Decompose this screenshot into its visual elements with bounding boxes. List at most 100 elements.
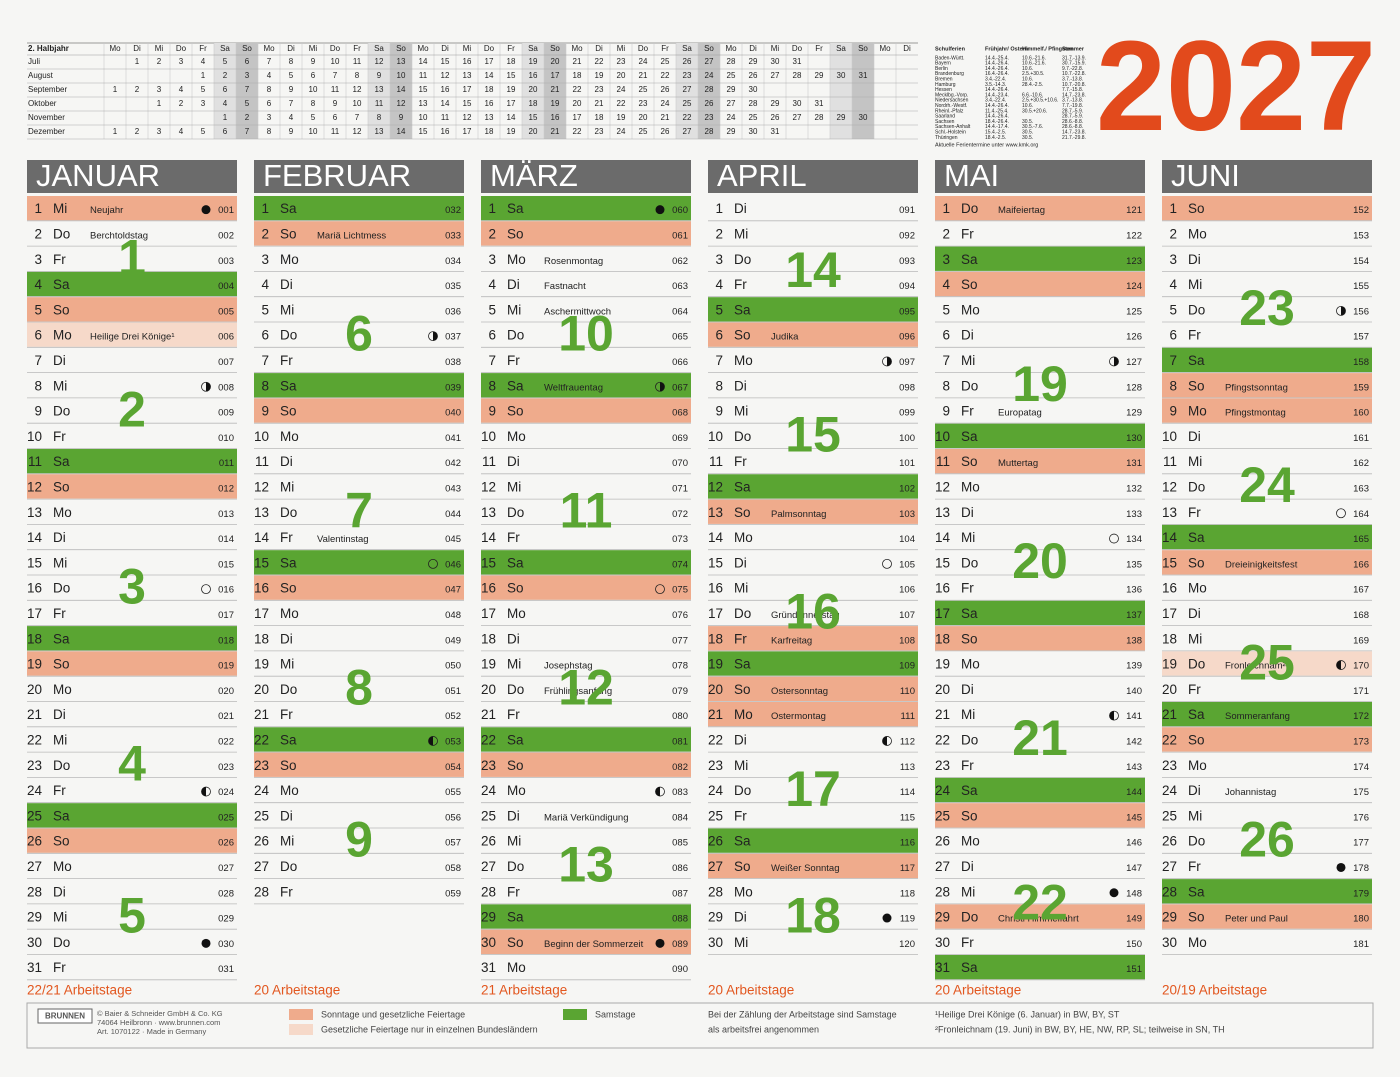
week-number: 3 bbox=[118, 558, 146, 614]
day-highlight bbox=[481, 904, 691, 929]
day-number: 29 bbox=[749, 57, 758, 66]
day-number: 8 bbox=[261, 378, 269, 393]
day-of-year: 100 bbox=[899, 433, 915, 444]
day-number: 5 bbox=[311, 113, 316, 122]
day-number: 13 bbox=[485, 113, 494, 122]
weekday: Mo bbox=[280, 783, 299, 798]
day-of-year: 013 bbox=[218, 509, 234, 520]
weekday: So bbox=[507, 758, 524, 773]
table-cell: Berlin bbox=[935, 66, 948, 72]
day-of-year: 028 bbox=[218, 888, 234, 899]
weekday: Mo bbox=[1188, 581, 1207, 596]
day-number: 28 bbox=[27, 884, 42, 899]
day-highlight bbox=[935, 423, 1145, 448]
day-number: 6 bbox=[245, 57, 250, 66]
day-of-year: 023 bbox=[218, 762, 234, 773]
day-number: 12 bbox=[27, 480, 42, 495]
day-number: 3 bbox=[34, 252, 42, 267]
day-number: 28 bbox=[1162, 884, 1177, 899]
weekday: Do bbox=[280, 505, 297, 520]
day-of-year: 039 bbox=[445, 382, 461, 393]
day-of-year: 113 bbox=[900, 762, 915, 773]
weekday-header: Mo bbox=[571, 44, 583, 53]
weekday: Mo bbox=[734, 353, 753, 368]
day-number: 3 bbox=[157, 127, 162, 136]
week-number: 5 bbox=[118, 887, 146, 943]
day-of-year: 144 bbox=[1126, 787, 1142, 798]
weekday: Di bbox=[734, 555, 747, 570]
day-of-year: 062 bbox=[672, 256, 688, 267]
weekday: Mi bbox=[507, 302, 521, 317]
weekday: Mi bbox=[961, 707, 975, 722]
weekday: Mo bbox=[53, 505, 72, 520]
table-header: Schulferien bbox=[935, 46, 966, 52]
day-of-year: 035 bbox=[445, 281, 461, 292]
day-of-year: 030 bbox=[218, 939, 234, 950]
weekday: Mi bbox=[53, 910, 67, 925]
moon-phase bbox=[1336, 508, 1346, 519]
holiday-name: Fastnacht bbox=[544, 281, 586, 292]
day-of-year: 176 bbox=[1353, 812, 1369, 823]
day-number: 11 bbox=[255, 454, 269, 469]
weekday: Do bbox=[53, 227, 70, 242]
day-highlight bbox=[27, 322, 237, 347]
day-of-year: 163 bbox=[1353, 483, 1369, 494]
day-number: 20 bbox=[481, 682, 496, 697]
day-of-year: 086 bbox=[672, 863, 688, 874]
day-highlight bbox=[935, 777, 1145, 803]
moon-phase bbox=[882, 736, 887, 746]
day-number: 28 bbox=[815, 113, 824, 122]
holiday-name: Pfingstsonntag bbox=[1225, 382, 1288, 393]
day-number: 28 bbox=[727, 57, 736, 66]
weekday: Mo bbox=[280, 606, 299, 621]
weekday: So bbox=[961, 277, 978, 292]
weekday: Do bbox=[1188, 834, 1205, 849]
table-cell: 14.4.-23.4. bbox=[985, 92, 1009, 98]
logo: BRUNNEN bbox=[45, 1012, 85, 1021]
day-number: 28 bbox=[254, 884, 269, 899]
day-number: 14 bbox=[507, 113, 516, 122]
day-number: 22 bbox=[661, 71, 670, 80]
day-number: 15 bbox=[507, 71, 516, 80]
day-number: 29 bbox=[837, 113, 846, 122]
day-number: 3 bbox=[261, 252, 269, 267]
day-number: 3 bbox=[179, 57, 184, 66]
day-of-year: 090 bbox=[672, 964, 688, 975]
day-number: 29 bbox=[708, 910, 723, 925]
weekday: So bbox=[507, 935, 524, 950]
day-of-year: 050 bbox=[445, 661, 461, 672]
day-of-year: 053 bbox=[445, 736, 461, 747]
footer-box bbox=[26, 1002, 1374, 1049]
day-number: 10 bbox=[419, 113, 428, 122]
month-name: FEBRUAR bbox=[263, 158, 411, 193]
table-header: Sommer bbox=[1062, 46, 1085, 52]
day-number: 1 bbox=[223, 113, 228, 122]
table-cell: Sachsen bbox=[935, 119, 955, 125]
weekday: Do bbox=[734, 252, 751, 267]
day-number: 22 bbox=[573, 127, 582, 136]
table-header: Himmelf./ Pfingsten bbox=[1022, 46, 1074, 52]
day-of-year: 101 bbox=[899, 458, 915, 469]
weekday-header: Mi bbox=[771, 44, 780, 53]
day-number: 29 bbox=[1162, 910, 1177, 925]
logo-box bbox=[37, 1008, 93, 1024]
day-of-year: 080 bbox=[672, 711, 688, 722]
weekday: Sa bbox=[961, 429, 978, 444]
weekday: Mo bbox=[961, 657, 980, 672]
day-of-year: 059 bbox=[445, 888, 461, 899]
publisher: 74064 Heilbronn · www.brunnen.com bbox=[97, 1018, 220, 1027]
weekday: Mi bbox=[734, 758, 748, 773]
day-of-year: 010 bbox=[218, 433, 234, 444]
day-number: 8 bbox=[488, 378, 496, 393]
weekday: Sa bbox=[53, 631, 70, 646]
day-of-year: 063 bbox=[672, 281, 688, 292]
day-number: 18 bbox=[507, 57, 516, 66]
weekday: Sa bbox=[1188, 884, 1205, 899]
moon-phase bbox=[655, 938, 665, 948]
day-number: 25 bbox=[27, 808, 42, 823]
day-number: 20 bbox=[573, 99, 582, 108]
day-number: 13 bbox=[935, 505, 950, 520]
day-of-year: 142 bbox=[1126, 736, 1142, 747]
day-of-year: 118 bbox=[900, 888, 915, 899]
month-header bbox=[1162, 160, 1372, 193]
